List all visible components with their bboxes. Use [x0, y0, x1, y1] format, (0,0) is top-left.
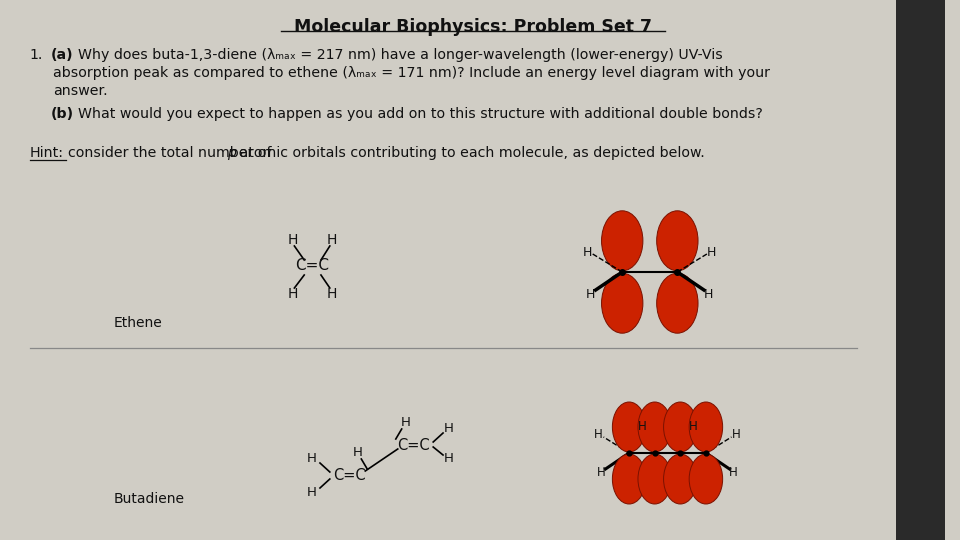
Text: H: H: [594, 428, 603, 441]
Text: H: H: [326, 287, 337, 301]
Text: What would you expect to happen as you add on to this structure with additional : What would you expect to happen as you a…: [78, 107, 762, 121]
Text: consider the total number of: consider the total number of: [68, 146, 276, 160]
Ellipse shape: [638, 454, 671, 504]
Text: H: H: [597, 467, 606, 480]
Text: Butadiene: Butadiene: [113, 492, 184, 506]
Text: H: H: [729, 467, 738, 480]
Text: atomic orbitals contributing to each molecule, as depicted below.: atomic orbitals contributing to each mol…: [235, 146, 705, 160]
Text: (a): (a): [51, 48, 74, 62]
Text: H: H: [583, 246, 592, 259]
Text: H: H: [400, 416, 411, 429]
Ellipse shape: [612, 402, 646, 452]
Bar: [896, 0, 946, 540]
Text: H: H: [326, 233, 337, 247]
Ellipse shape: [602, 211, 643, 271]
Text: C=C: C=C: [295, 259, 329, 273]
Text: H: H: [444, 422, 454, 435]
Ellipse shape: [663, 402, 697, 452]
Ellipse shape: [638, 402, 671, 452]
Text: H: H: [732, 428, 741, 441]
Ellipse shape: [689, 454, 723, 504]
Text: H: H: [307, 453, 317, 465]
Text: Hint:: Hint:: [30, 146, 63, 160]
Text: answer.: answer.: [53, 84, 108, 98]
Text: H: H: [287, 287, 298, 301]
Ellipse shape: [657, 273, 698, 333]
Text: Ethene: Ethene: [113, 316, 162, 330]
Text: absorption peak as compared to ethene (λₘₐₓ = 171 nm)? Include an energy level d: absorption peak as compared to ethene (λ…: [53, 66, 770, 80]
Text: H: H: [637, 421, 646, 434]
Ellipse shape: [602, 273, 643, 333]
Text: H: H: [708, 246, 716, 259]
Ellipse shape: [657, 211, 698, 271]
Text: C=C: C=C: [333, 468, 366, 483]
Text: 1.: 1.: [30, 48, 43, 62]
Text: Why does buta-1,3-diene (λₘₐₓ = 217 nm) have a longer-wavelength (lower-energy) : Why does buta-1,3-diene (λₘₐₓ = 217 nm) …: [78, 48, 723, 62]
Text: H: H: [586, 287, 595, 300]
Text: H: H: [352, 447, 362, 460]
Text: H: H: [444, 453, 454, 465]
Text: H: H: [307, 487, 317, 500]
Text: H: H: [287, 233, 298, 247]
Text: C=C: C=C: [397, 437, 430, 453]
Ellipse shape: [663, 454, 697, 504]
Text: H: H: [705, 287, 713, 300]
Ellipse shape: [612, 454, 646, 504]
Text: H: H: [688, 421, 698, 434]
Text: (b): (b): [51, 107, 74, 121]
Text: p: p: [228, 146, 236, 160]
Text: Molecular Biophysics: Problem Set 7: Molecular Biophysics: Problem Set 7: [294, 18, 652, 36]
Ellipse shape: [689, 402, 723, 452]
